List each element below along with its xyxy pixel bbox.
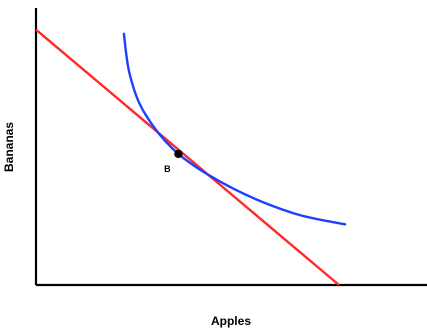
- point-label: B: [164, 164, 171, 174]
- x-axis-label: Apples: [211, 314, 251, 328]
- tangency-point: [174, 149, 183, 159]
- series-layer: B: [35, 28, 347, 286]
- y-axis-label: Bananas: [2, 122, 16, 172]
- budget-line: [35, 28, 340, 286]
